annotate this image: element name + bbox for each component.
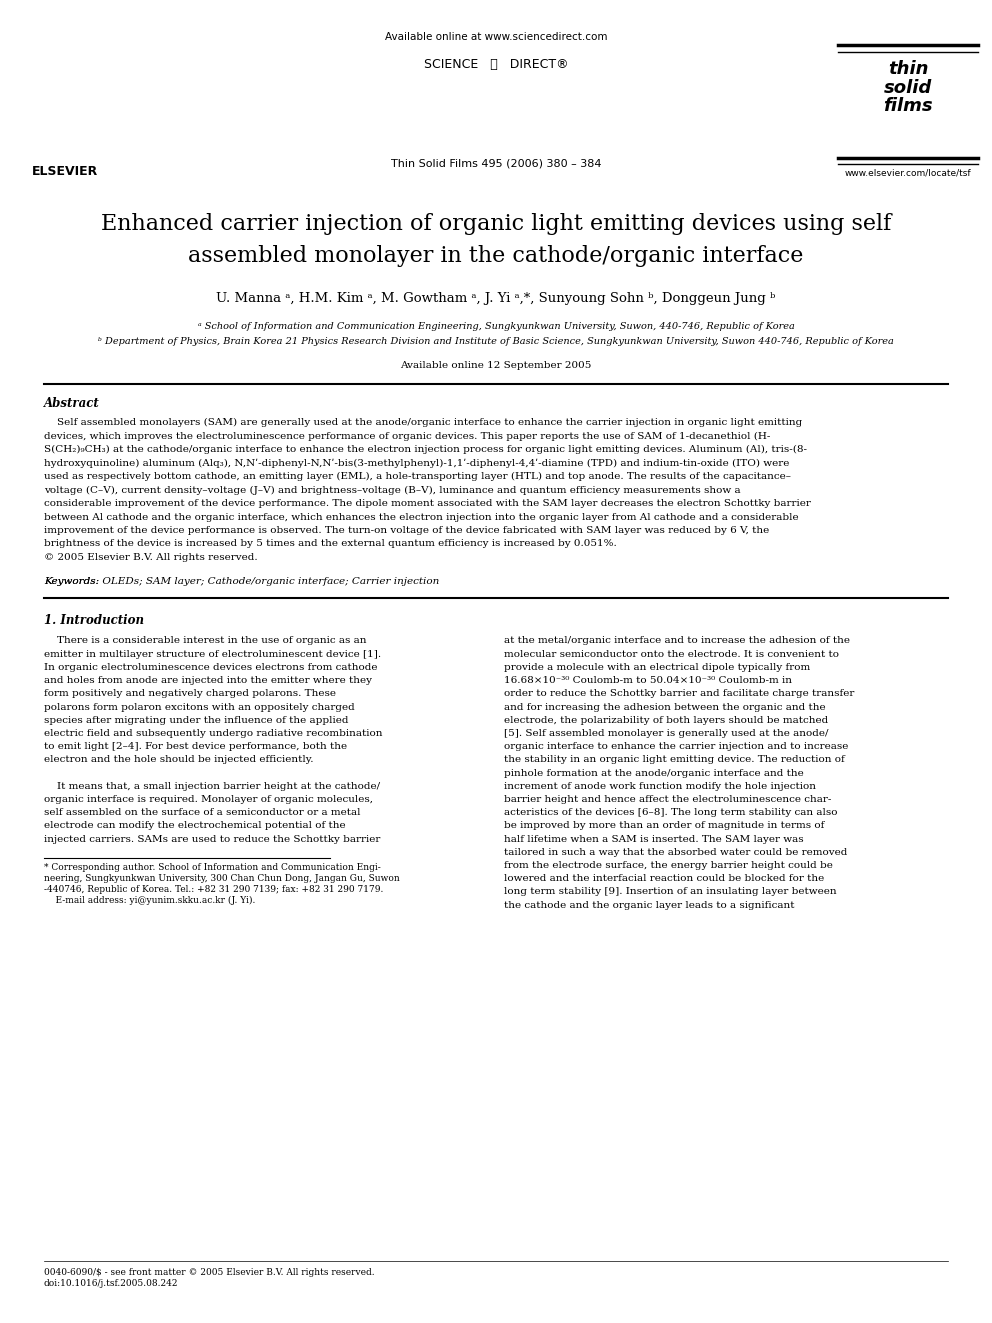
Text: voltage (C–V), current density–voltage (J–V) and brightness–voltage (B–V), lumin: voltage (C–V), current density–voltage (… — [44, 486, 741, 495]
Text: considerable improvement of the device performance. The dipole moment associated: considerable improvement of the device p… — [44, 499, 810, 508]
Text: be improved by more than an order of magnitude in terms of: be improved by more than an order of mag… — [504, 822, 824, 831]
Text: the cathode and the organic layer leads to a significant: the cathode and the organic layer leads … — [504, 901, 795, 909]
Text: electrode can modify the electrochemical potential of the: electrode can modify the electrochemical… — [44, 822, 345, 831]
Text: organic interface to enhance the carrier injection and to increase: organic interface to enhance the carrier… — [504, 742, 848, 751]
Text: In organic electroluminescence devices electrons from cathode: In organic electroluminescence devices e… — [44, 663, 378, 672]
Text: and holes from anode are injected into the emitter where they: and holes from anode are injected into t… — [44, 676, 372, 685]
Text: 1. Introduction: 1. Introduction — [44, 614, 144, 627]
Text: lowered and the interfacial reaction could be blocked for the: lowered and the interfacial reaction cou… — [504, 875, 824, 882]
Text: electrode, the polarizability of both layers should be matched: electrode, the polarizability of both la… — [504, 716, 828, 725]
Text: order to reduce the Schottky barrier and facilitate charge transfer: order to reduce the Schottky barrier and… — [504, 689, 854, 699]
Text: improvement of the device performance is observed. The turn-on voltage of the de: improvement of the device performance is… — [44, 527, 769, 534]
Text: There is a considerable interest in the use of organic as an: There is a considerable interest in the … — [44, 636, 366, 646]
Text: increment of anode work function modify the hole injection: increment of anode work function modify … — [504, 782, 816, 791]
Text: emitter in multilayer structure of electroluminescent device [1].: emitter in multilayer structure of elect… — [44, 650, 381, 659]
Text: provide a molecule with an electrical dipole typically from: provide a molecule with an electrical di… — [504, 663, 810, 672]
Text: Keywords: OLEDs; SAM layer; Cathode/organic interface; Carrier injection: Keywords: OLEDs; SAM layer; Cathode/orga… — [44, 577, 439, 586]
Text: at the metal/organic interface and to increase the adhesion of the: at the metal/organic interface and to in… — [504, 636, 850, 646]
Text: acteristics of the devices [6–8]. The long term stability can also: acteristics of the devices [6–8]. The lo… — [504, 808, 837, 818]
Text: © 2005 Elsevier B.V. All rights reserved.: © 2005 Elsevier B.V. All rights reserved… — [44, 553, 258, 562]
Text: Available online at www.sciencedirect.com: Available online at www.sciencedirect.co… — [385, 32, 607, 42]
Text: to emit light [2–4]. For best device performance, both the: to emit light [2–4]. For best device per… — [44, 742, 347, 751]
Text: hydroxyquinoline) aluminum (Alq₃), N,Nʹ-diphenyl-N,Nʹ-bis(3-methylphenyl)-1,1ʹ-d: hydroxyquinoline) aluminum (Alq₃), N,Nʹ-… — [44, 459, 790, 468]
Text: 0040-6090/$ - see front matter © 2005 Elsevier B.V. All rights reserved.: 0040-6090/$ - see front matter © 2005 El… — [44, 1267, 375, 1277]
Text: ELSEVIER: ELSEVIER — [32, 165, 98, 179]
Text: injected carriers. SAMs are used to reduce the Schottky barrier: injected carriers. SAMs are used to redu… — [44, 835, 380, 844]
Text: organic interface is required. Monolayer of organic molecules,: organic interface is required. Monolayer… — [44, 795, 373, 804]
Text: and for increasing the adhesion between the organic and the: and for increasing the adhesion between … — [504, 703, 825, 712]
Text: molecular semiconductor onto the electrode. It is convenient to: molecular semiconductor onto the electro… — [504, 650, 839, 659]
Text: E-mail address: yi@yunim.skku.ac.kr (J. Yi).: E-mail address: yi@yunim.skku.ac.kr (J. … — [44, 896, 255, 905]
Text: half lifetime when a SAM is inserted. The SAM layer was: half lifetime when a SAM is inserted. Th… — [504, 835, 804, 844]
Text: 16.68×10⁻³⁰ Coulomb-m to 50.04×10⁻³⁰ Coulomb-m in: 16.68×10⁻³⁰ Coulomb-m to 50.04×10⁻³⁰ Cou… — [504, 676, 792, 685]
Text: -440746, Republic of Korea. Tel.: +82 31 290 7139; fax: +82 31 290 7179.: -440746, Republic of Korea. Tel.: +82 31… — [44, 885, 383, 894]
Text: devices, which improves the electroluminescence performance of organic devices. : devices, which improves the electrolumin… — [44, 431, 771, 441]
Text: Abstract: Abstract — [44, 397, 100, 410]
Text: ᵃ School of Information and Communication Engineering, Sungkyunkwan University, : ᵃ School of Information and Communicatio… — [197, 321, 795, 331]
Text: self assembled on the surface of a semiconductor or a metal: self assembled on the surface of a semic… — [44, 808, 360, 818]
Text: form positively and negatively charged polarons. These: form positively and negatively charged p… — [44, 689, 336, 699]
Text: * Corresponding author. School of Information and Communication Engi-: * Corresponding author. School of Inform… — [44, 863, 381, 872]
Text: from the electrode surface, the energy barrier height could be: from the electrode surface, the energy b… — [504, 861, 833, 871]
Text: tailored in such a way that the absorbed water could be removed: tailored in such a way that the absorbed… — [504, 848, 847, 857]
Text: www.elsevier.com/locate/tsf: www.elsevier.com/locate/tsf — [844, 168, 971, 177]
Text: U. Manna ᵃ, H.M. Kim ᵃ, M. Gowtham ᵃ, J. Yi ᵃ,*, Sunyoung Sohn ᵇ, Donggeun Jung : U. Manna ᵃ, H.M. Kim ᵃ, M. Gowtham ᵃ, J.… — [216, 292, 776, 306]
Text: Enhanced carrier injection of organic light emitting devices using self: Enhanced carrier injection of organic li… — [101, 213, 891, 235]
Text: electric field and subsequently undergo radiative recombination: electric field and subsequently undergo … — [44, 729, 383, 738]
Text: neering, Sungkyunkwan University, 300 Chan Chun Dong, Jangan Gu, Suwon: neering, Sungkyunkwan University, 300 Ch… — [44, 873, 400, 882]
Text: barrier height and hence affect the electroluminescence char-: barrier height and hence affect the elec… — [504, 795, 831, 804]
Text: between Al cathode and the organic interface, which enhances the electron inject: between Al cathode and the organic inter… — [44, 512, 799, 521]
Text: used as respectively bottom cathode, an emitting layer (EML), a hole-transportin: used as respectively bottom cathode, an … — [44, 472, 791, 482]
Text: brightness of the device is increased by 5 times and the external quantum effici: brightness of the device is increased by… — [44, 540, 617, 549]
Text: [5]. Self assembled monolayer is generally used at the anode/: [5]. Self assembled monolayer is general… — [504, 729, 828, 738]
Text: species after migrating under the influence of the applied: species after migrating under the influe… — [44, 716, 348, 725]
Text: Thin Solid Films 495 (2006) 380 – 384: Thin Solid Films 495 (2006) 380 – 384 — [391, 157, 601, 168]
Text: Available online 12 September 2005: Available online 12 September 2005 — [401, 361, 591, 370]
Text: thin
solid
films: thin solid films — [883, 60, 932, 115]
Text: electron and the hole should be injected efficiently.: electron and the hole should be injected… — [44, 755, 313, 765]
Text: ᵇ Department of Physics, Brain Korea 21 Physics Research Division and Institute : ᵇ Department of Physics, Brain Korea 21 … — [98, 337, 894, 347]
Text: assembled monolayer in the cathode/organic interface: assembled monolayer in the cathode/organ… — [188, 245, 804, 267]
Text: SCIENCE   ⓓ   DIRECT®: SCIENCE ⓓ DIRECT® — [424, 58, 568, 71]
Text: Keywords:: Keywords: — [44, 577, 102, 586]
Text: pinhole formation at the anode/organic interface and the: pinhole formation at the anode/organic i… — [504, 769, 804, 778]
Text: doi:10.1016/j.tsf.2005.08.242: doi:10.1016/j.tsf.2005.08.242 — [44, 1279, 179, 1289]
Text: Self assembled monolayers (SAM) are generally used at the anode/organic interfac: Self assembled monolayers (SAM) are gene… — [44, 418, 803, 427]
Text: long term stability [9]. Insertion of an insulating layer between: long term stability [9]. Insertion of an… — [504, 888, 836, 896]
Text: It means that, a small injection barrier height at the cathode/: It means that, a small injection barrier… — [44, 782, 380, 791]
Text: S(CH₂)₉CH₃) at the cathode/organic interface to enhance the electron injection p: S(CH₂)₉CH₃) at the cathode/organic inter… — [44, 445, 807, 454]
Text: the stability in an organic light emitting device. The reduction of: the stability in an organic light emitti… — [504, 755, 845, 765]
Text: polarons form polaron excitons with an oppositely charged: polarons form polaron excitons with an o… — [44, 703, 355, 712]
